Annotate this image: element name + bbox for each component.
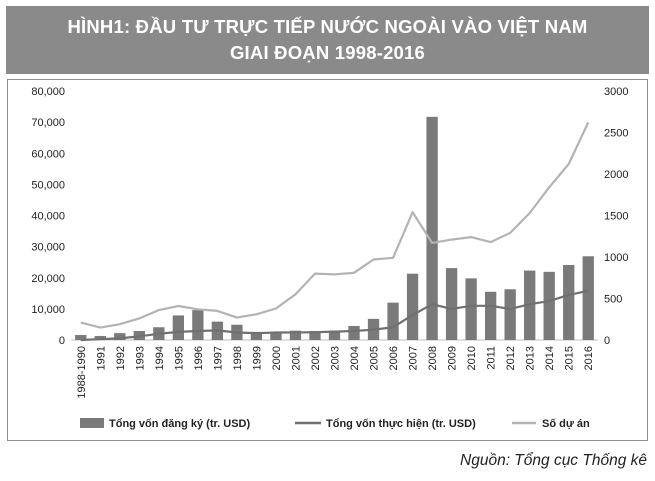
- y-left-tick-label: 0: [59, 335, 65, 347]
- bar-registered-capital: [543, 271, 555, 340]
- x-tick-label: 2000: [271, 346, 283, 370]
- bar-registered-capital: [406, 273, 419, 340]
- line-realized-capital: [80, 289, 589, 342]
- x-tick-label: 2015: [564, 346, 576, 370]
- x-tick-label: 1998: [232, 346, 244, 370]
- x-tick-label: 2006: [388, 346, 400, 370]
- bar-registered-capital: [465, 278, 477, 340]
- x-tick-label: 2007: [408, 346, 420, 370]
- y-left-tick-label: 60,000: [31, 148, 65, 160]
- bar-registered-capital: [348, 325, 360, 340]
- y-left-tick-label: 30,000: [31, 242, 65, 254]
- fdi-combo-chart: 0 10,000 20,000 30,000 40,000 50,000 60,000 70,…: [31, 86, 628, 430]
- y-right-tick-label: 500: [604, 294, 622, 306]
- y-left-tick-label: 70,000: [31, 117, 65, 129]
- bar-registered-capital: [114, 333, 126, 340]
- x-tick-label: 2014: [544, 346, 556, 370]
- y-left-tick-label: 20,000: [31, 273, 65, 285]
- legend-label-realized: Tổng vốn thực hiện (tr. USD): [326, 418, 476, 430]
- chart-frame: 0 10,000 20,000 30,000 40,000 50,000 60,000 70,…: [7, 79, 648, 441]
- x-tick-label: 2001: [290, 346, 302, 370]
- x-tick-label: 2004: [349, 346, 361, 370]
- x-tick-label: 1995: [173, 346, 185, 370]
- source-note: Nguồn: Tổng cục Thống kê: [460, 452, 647, 469]
- bar-registered-capital: [504, 289, 516, 340]
- x-tick-label: 2012: [505, 346, 517, 370]
- chart-title-banner: HÌNH1: ĐẦU TƯ TRỰC TIẾP NƯỚC NGOÀI VÀO V…: [6, 6, 649, 74]
- x-tick-label: 2003: [330, 346, 342, 370]
- bar-registered-capital: [75, 335, 87, 340]
- x-tick-label: 1992: [115, 346, 127, 370]
- x-tick-label: 2008: [427, 346, 439, 370]
- bar-registered-capital: [250, 331, 263, 340]
- x-tick-label: 2011: [486, 346, 498, 370]
- x-tick-label: 2005: [369, 346, 381, 370]
- y-left-tick-label: 50,000: [31, 179, 65, 191]
- bar-registered-capital: [387, 302, 399, 340]
- bar-registered-capital: [289, 330, 302, 340]
- bar-registered-capital: [563, 264, 575, 340]
- y-left-tick-label: 80,000: [31, 86, 65, 98]
- y-right-tick-label: 0: [604, 335, 610, 347]
- chart-title-line-2: GIAI ĐOẠN 1998-2016: [229, 42, 426, 63]
- x-tick-label: 1999: [251, 346, 263, 370]
- x-tick-label: 1996: [193, 346, 205, 370]
- bar-registered-capital: [582, 256, 594, 340]
- bar-registered-capital: [172, 315, 185, 340]
- x-tick-label: 2016: [583, 346, 595, 370]
- x-tick-label: 2013: [525, 346, 537, 370]
- y-right-tick-label: 1500: [604, 211, 628, 223]
- y-left-tick-label: 40,000: [31, 211, 65, 223]
- y-right-tick-label: 1000: [604, 252, 628, 264]
- bar-registered-capital: [445, 268, 458, 340]
- y-right-tick-label: 2500: [604, 128, 628, 140]
- x-tick-label: 1994: [154, 346, 166, 370]
- x-tick-label: 2010: [466, 346, 478, 370]
- bar-registered-capital: [309, 330, 321, 340]
- bar-registered-capital: [426, 116, 438, 340]
- bar-registered-capital: [94, 335, 106, 340]
- y-right-tick-label: 3000: [604, 86, 628, 98]
- x-tick-label: 1991: [95, 346, 107, 370]
- y-left-tick-label: 10,000: [31, 304, 65, 316]
- legend-label-projects: Số dự án: [542, 418, 590, 430]
- bar-registered-capital: [270, 332, 282, 340]
- x-tick-label: 2002: [310, 346, 322, 370]
- x-tick-label: 1997: [212, 346, 224, 370]
- x-tick-label: 1993: [134, 346, 146, 370]
- x-tick-label: 2009: [447, 346, 459, 370]
- bar-registered-capital: [484, 291, 497, 340]
- chart-title-line-1: HÌNH1: ĐẦU TƯ TRỰC TIẾP NƯỚC NGOÀI VÀO V…: [67, 16, 588, 37]
- legend-label-registered: Tổng vốn đăng ký (tr. USD): [109, 418, 251, 430]
- y-right-tick-label: 2000: [604, 169, 628, 181]
- legend-swatch-registered: [80, 418, 104, 428]
- bar-registered-capital: [328, 330, 341, 340]
- bar-registered-capital: [192, 310, 204, 340]
- line-project-count: [80, 122, 590, 329]
- x-tick-label: 1988-1990: [76, 346, 88, 399]
